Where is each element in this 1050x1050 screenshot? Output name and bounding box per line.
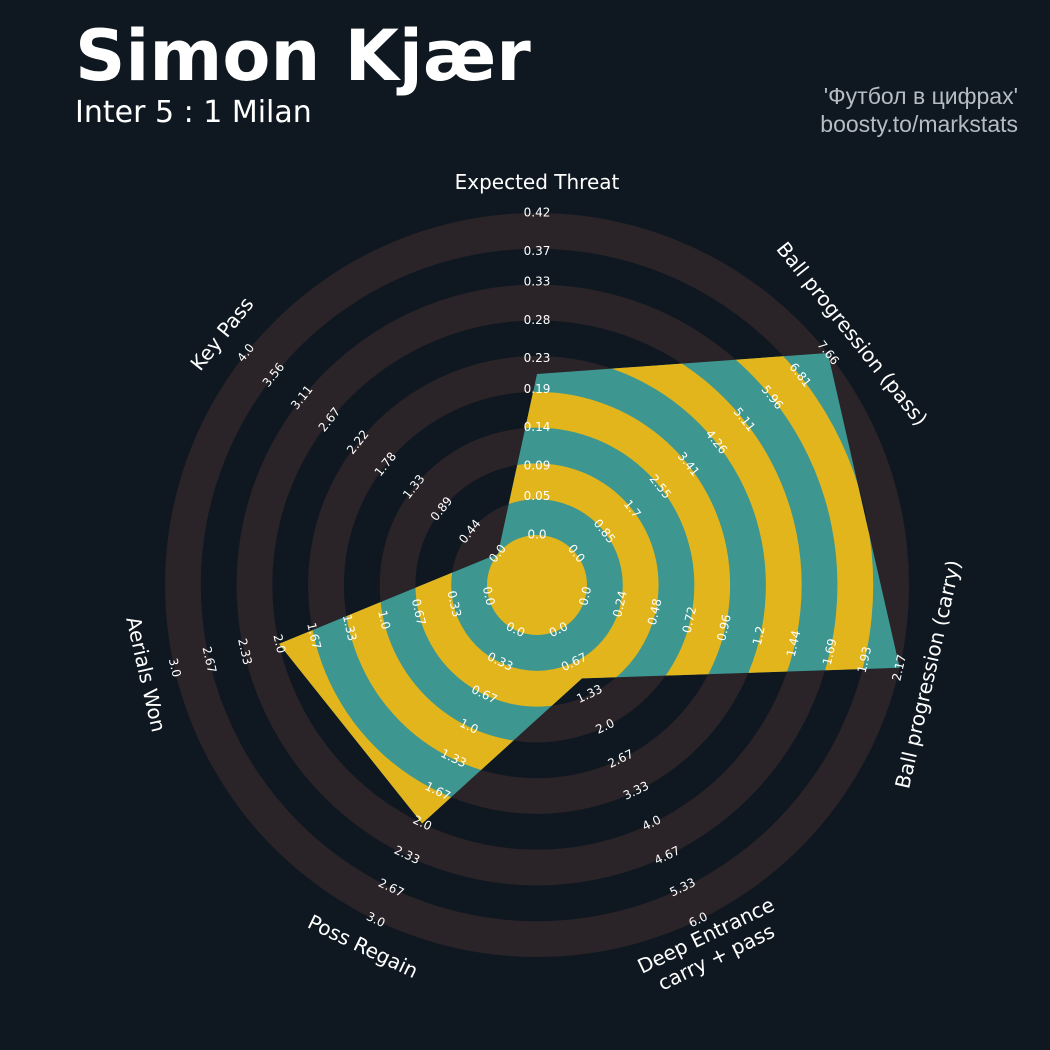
tick-label: 2.67	[200, 645, 220, 674]
param-label: Expected Threat	[455, 170, 620, 194]
tick-label: 2.0	[271, 633, 289, 655]
chart-title: Simon Kjær	[75, 15, 531, 97]
tick-label: 1.33	[340, 613, 360, 642]
tick-label: 0.37	[524, 244, 551, 258]
tick-label: 1.44	[784, 629, 804, 658]
tick-label: 0.23	[524, 351, 551, 365]
tick-label: 0.28	[524, 313, 551, 327]
credit: boosty.to/markstats	[820, 111, 1018, 137]
tick-label: 0.24	[610, 589, 630, 618]
tick-label: 0.05	[524, 489, 551, 503]
tick-label: 0.14	[524, 420, 551, 434]
tick-label: 0.33	[524, 275, 551, 289]
tick-label: 0.0	[576, 585, 594, 607]
tick-label: 1.67	[304, 621, 324, 650]
tick-label: 2.33	[235, 637, 255, 666]
tick-label: 2.17	[889, 653, 909, 682]
tick-label: 0.19	[524, 382, 551, 396]
chart-subtitle: Inter 5 : 1 Milan	[75, 95, 312, 130]
tick-label: 0.48	[645, 597, 665, 626]
tick-label: 0.0	[480, 585, 498, 607]
tick-label: 0.33	[444, 589, 464, 618]
tick-label: 3.0	[166, 657, 184, 679]
center-circle	[487, 535, 587, 635]
tick-label: 0.09	[524, 459, 551, 473]
credit: 'Футбол в цифрах'	[824, 83, 1018, 109]
tick-label: 1.69	[820, 637, 840, 666]
tick-label: 0.42	[524, 206, 551, 220]
tick-label: 0.0	[527, 528, 546, 542]
param-label-line: Expected Threat	[455, 170, 620, 194]
tick-label: 1.0	[375, 609, 393, 631]
tick-label: 0.72	[680, 605, 700, 634]
tick-label: 0.96	[714, 613, 734, 642]
tick-label: 1.93	[855, 645, 875, 674]
tick-label: 0.67	[409, 597, 429, 626]
tick-label: 1.2	[750, 625, 768, 647]
